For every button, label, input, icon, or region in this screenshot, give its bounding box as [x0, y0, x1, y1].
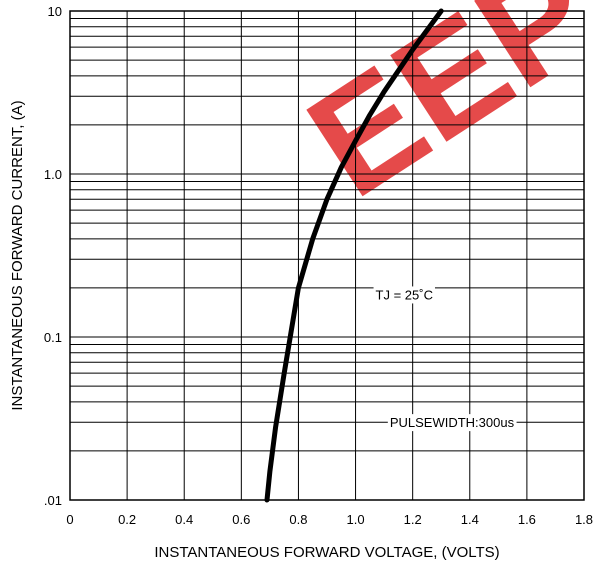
x-tick-label: 1.6	[518, 512, 536, 527]
y-axis-title: INSTANTANEOUS FORWARD CURRENT, (A)	[9, 100, 26, 410]
annotation-background	[387, 414, 517, 432]
x-tick-label: 1.0	[347, 512, 365, 527]
x-tick-label: 0.8	[289, 512, 307, 527]
x-tick-label: 1.8	[575, 512, 593, 527]
x-tick-labels: 0 0.2 0.4 0.6 0.8 1.0 1.2 1.4 1.6 1.8	[66, 512, 593, 527]
x-axis-title: INSTANTANEOUS FORWARD VOLTAGE, (VOLTS)	[154, 544, 499, 561]
y-tick-label: .01	[44, 493, 62, 508]
annotation: TJ = 25˚C	[373, 286, 435, 304]
y-tick-labels: .01 0.1 1.0 10	[44, 4, 62, 508]
plot-frame	[69, 10, 585, 501]
y-tick-label: 1.0	[44, 167, 62, 182]
x-tick-label: 1.4	[461, 512, 479, 527]
annotation-background	[373, 286, 435, 304]
annotation-text: PULSEWIDTH:300us	[390, 415, 515, 430]
x-tick-label: 1.2	[404, 512, 422, 527]
x-tick-label: 0.4	[175, 512, 193, 527]
annotation: PULSEWIDTH:300us	[387, 414, 517, 432]
forward-characteristic-curve	[264, 8, 444, 503]
x-tick-label: 0.2	[118, 512, 136, 527]
annotation-text: TJ = 25˚C	[376, 287, 433, 302]
horizontal-gridlines	[70, 17, 584, 452]
y-tick-label: 0.1	[44, 330, 62, 345]
x-tick-label: 0.6	[232, 512, 250, 527]
annotations: TJ = 25˚C PULSEWIDTH:300us	[373, 286, 517, 432]
x-tick-label: 0	[66, 512, 73, 527]
y-tick-label: 10	[48, 4, 62, 19]
